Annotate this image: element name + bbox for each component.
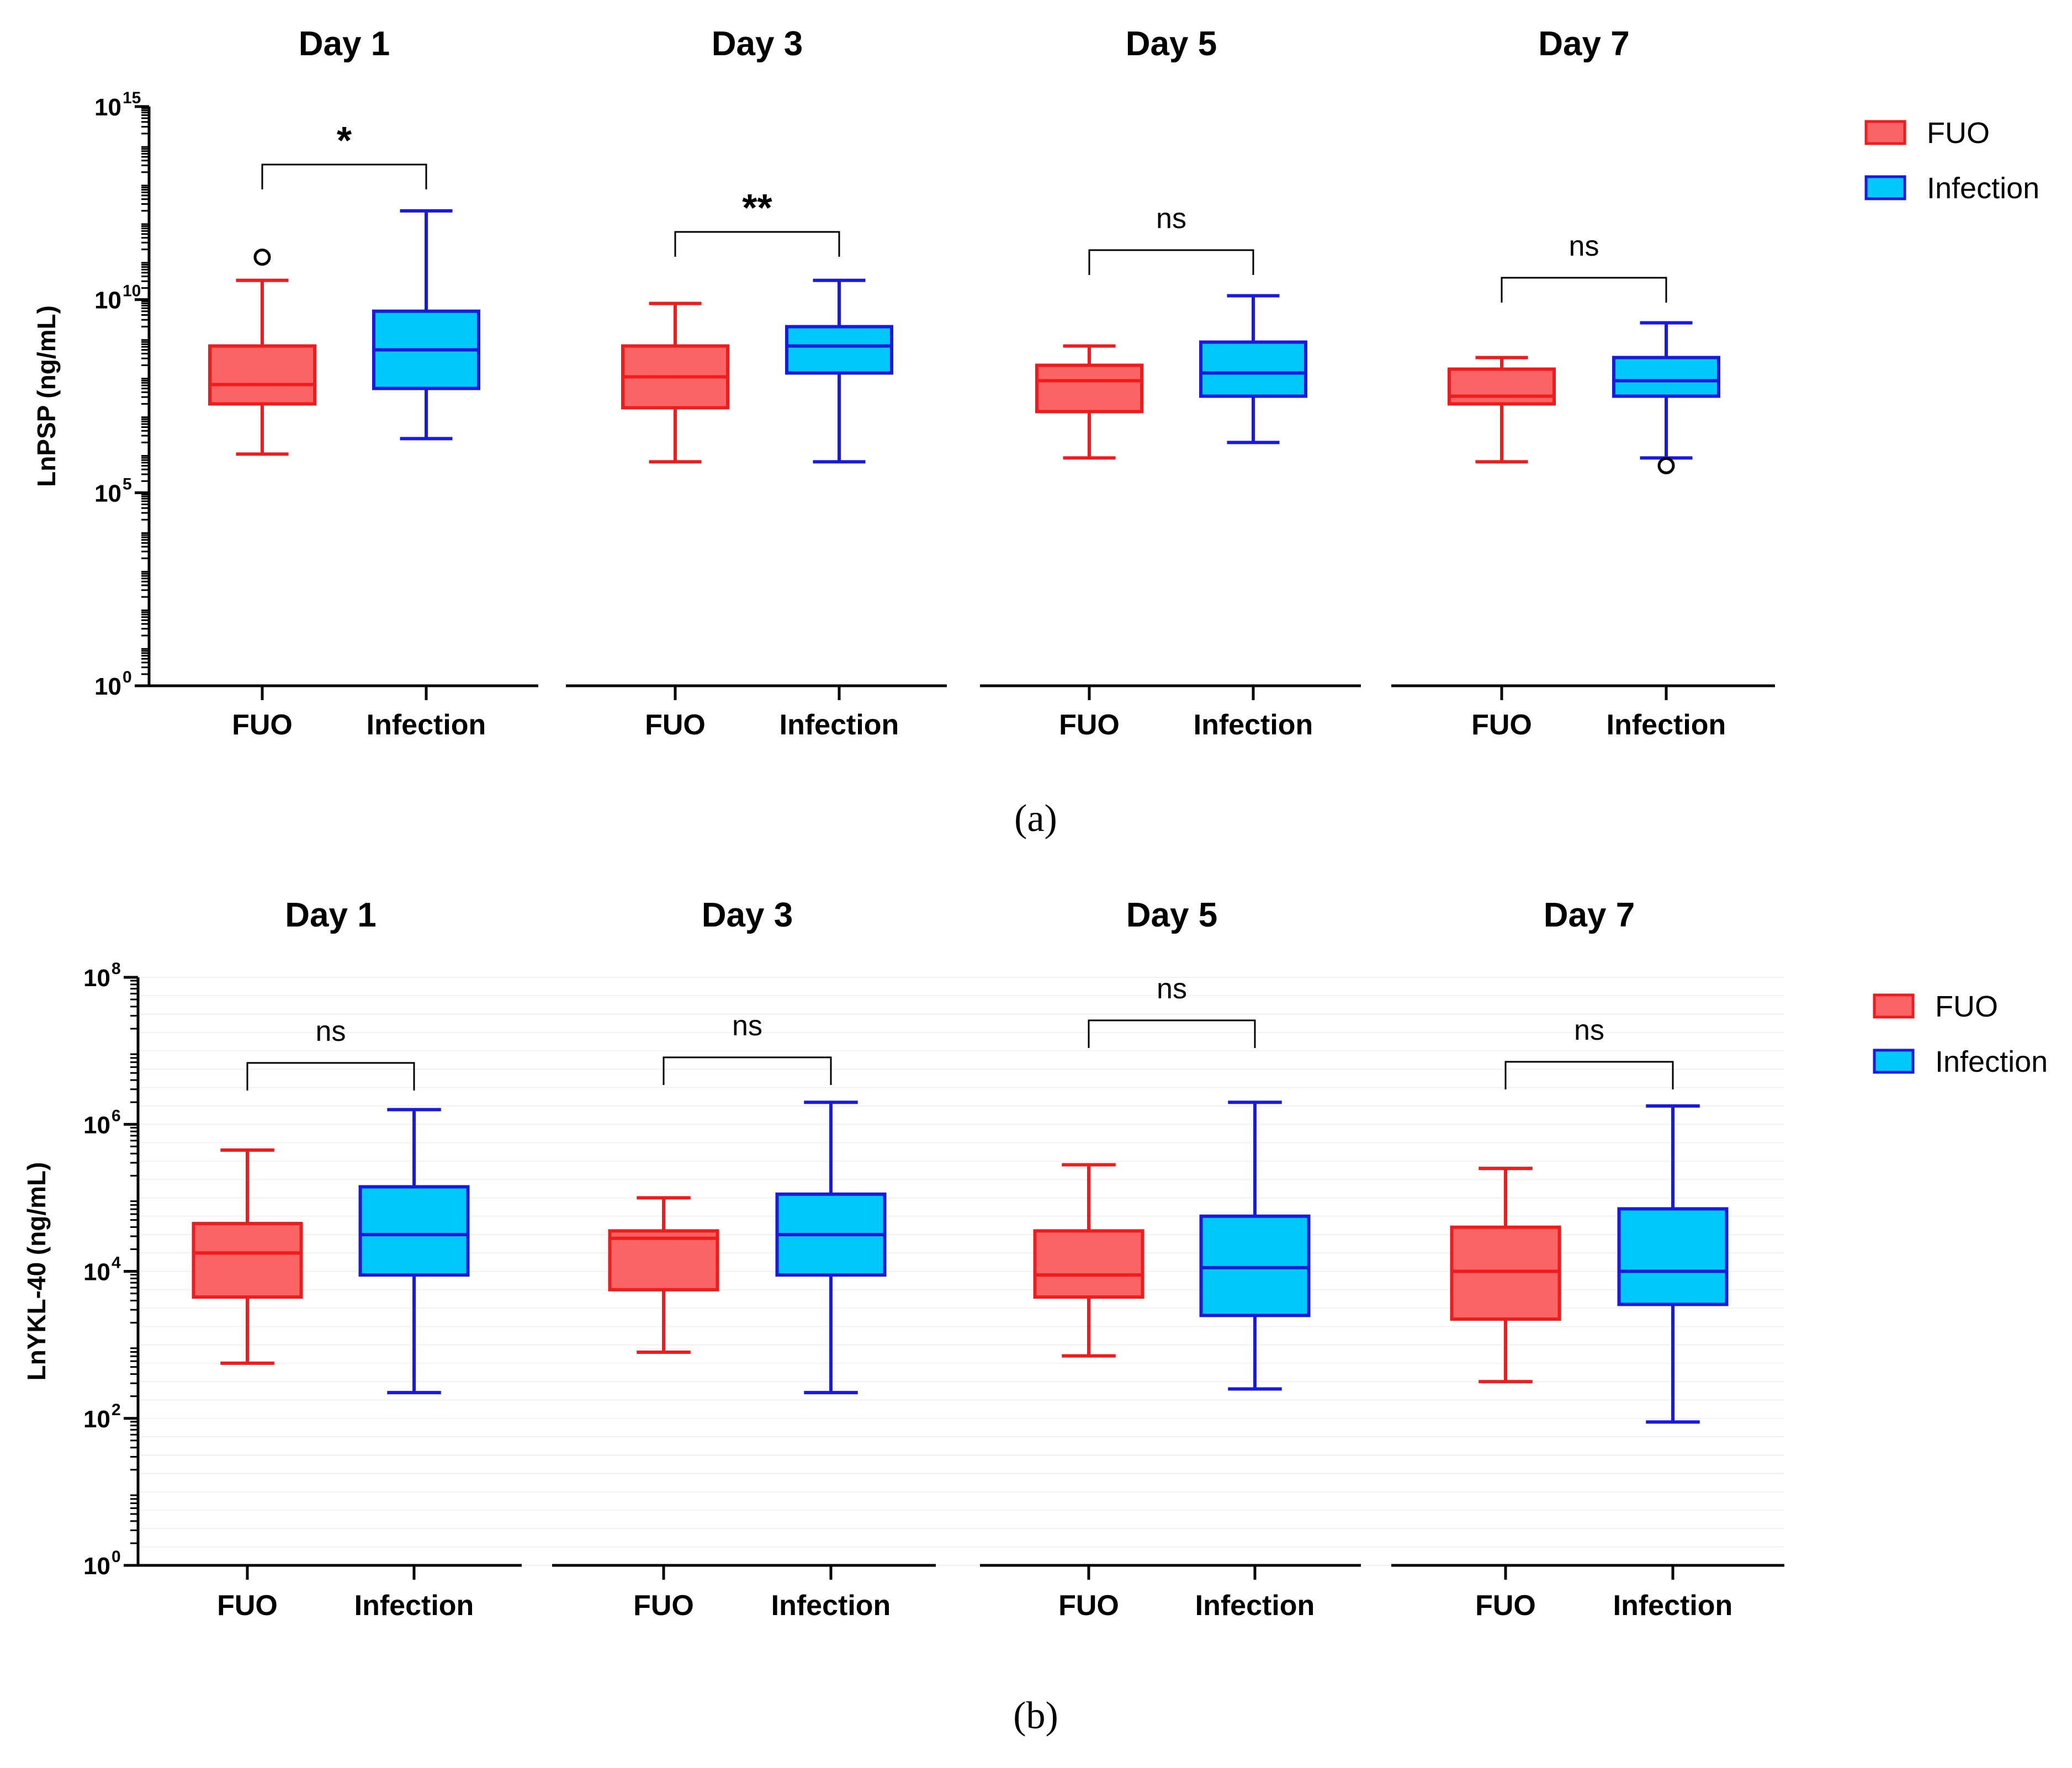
y-tick-label: 10 [94,480,121,507]
significance-bracket [1501,277,1667,303]
box-body [1448,367,1556,406]
box-body [1035,363,1143,414]
caption-a: (a) [1014,797,1057,840]
legend-label: Infection [1935,1045,2048,1078]
outlier-point [253,248,271,266]
x-tick-label: Infection [1194,709,1313,741]
significance-label: ns [1569,230,1599,262]
group-title: Day 5 [1126,25,1217,63]
significance-label: ** [742,186,772,229]
x-tick-label: Infection [771,1590,891,1622]
y-tick-label: 10 [94,287,121,314]
group-title: Day 3 [702,896,793,934]
box-body [192,1221,303,1299]
legend-swatch [1864,120,1906,145]
legend-swatch [1873,1049,1915,1074]
box-body [1199,340,1307,398]
significance-label: ns [1156,203,1186,235]
y-tick-label: 10 [83,965,110,992]
outlier-point [1657,457,1675,474]
box-body [608,1229,719,1291]
x-tick-label: Infection [367,709,486,741]
legend-label: FUO [1935,990,1998,1023]
significance-bracket [1504,1061,1674,1089]
significance-bracket [663,1056,832,1085]
group-title: Day 3 [712,25,803,63]
x-tick-label: Infection [1613,1590,1733,1622]
significance-bracket [1088,1019,1256,1048]
significance-bracket [246,1062,415,1091]
box-body [1199,1214,1311,1317]
x-tick-label: FUO [1475,1590,1536,1622]
x-tick-label: FUO [217,1590,278,1622]
y-tick-label: 10 [83,1553,110,1580]
x-tick-label: Infection [1607,709,1726,741]
y-tick-exponent: 4 [112,1254,121,1272]
box-body [1612,356,1720,398]
x-tick-label: FUO [645,709,706,741]
legend-label: FUO [1927,117,1990,150]
y-tick-label: 10 [83,1111,110,1139]
significance-bracket [261,163,427,189]
box-body [358,1185,470,1277]
y-tick-exponent: 6 [112,1107,121,1125]
x-tick-label: FUO [1059,709,1120,741]
significance-bracket [1088,249,1254,275]
group-title: Day 5 [1126,896,1217,934]
x-tick-label: Infection [780,709,899,741]
significance-label: ns [1574,1014,1604,1046]
y-tick-exponent: 2 [112,1401,121,1419]
significance-bracket [674,231,840,257]
x-tick-label: FUO [232,709,293,741]
group-title: Day 7 [1544,896,1635,934]
y-tick-label: 10 [83,1259,110,1286]
legend-label: Infection [1927,172,2039,205]
y-tick-exponent: 5 [123,475,132,493]
y-tick-label: 10 [94,673,121,700]
box-body [208,344,316,406]
group-title: Day 1 [299,25,390,63]
y-axis-label: LnYKL-40 (ng/mL) [22,1162,51,1380]
group-title: Day 7 [1538,25,1629,63]
y-tick-exponent: 8 [112,960,121,978]
y-tick-exponent: 0 [112,1548,121,1566]
y-tick-exponent: 0 [123,668,132,686]
y-axis-label: LnPSP (ng/mL) [32,305,61,487]
y-tick-label: 10 [94,94,121,121]
significance-label: ns [1157,973,1187,1005]
y-tick-exponent: 15 [123,89,141,107]
group-title: Day 1 [285,896,376,934]
x-tick-label: Infection [1195,1590,1315,1622]
x-tick-label: FUO [1058,1590,1119,1622]
legend-swatch [1864,175,1906,200]
y-tick-label: 10 [83,1406,110,1433]
x-tick-label: FUO [633,1590,694,1622]
significance-label: * [337,119,352,162]
y-tick-exponent: 10 [123,282,141,300]
x-tick-label: FUO [1471,709,1532,741]
significance-label: ns [316,1015,346,1047]
box-body [1617,1207,1729,1306]
legend-swatch [1873,993,1915,1019]
x-tick-label: Infection [354,1590,474,1622]
box-body [1450,1225,1561,1321]
box-body [785,325,893,375]
significance-label: ns [732,1010,762,1042]
caption-b: (b) [1013,1695,1058,1737]
box-body [1033,1229,1144,1299]
